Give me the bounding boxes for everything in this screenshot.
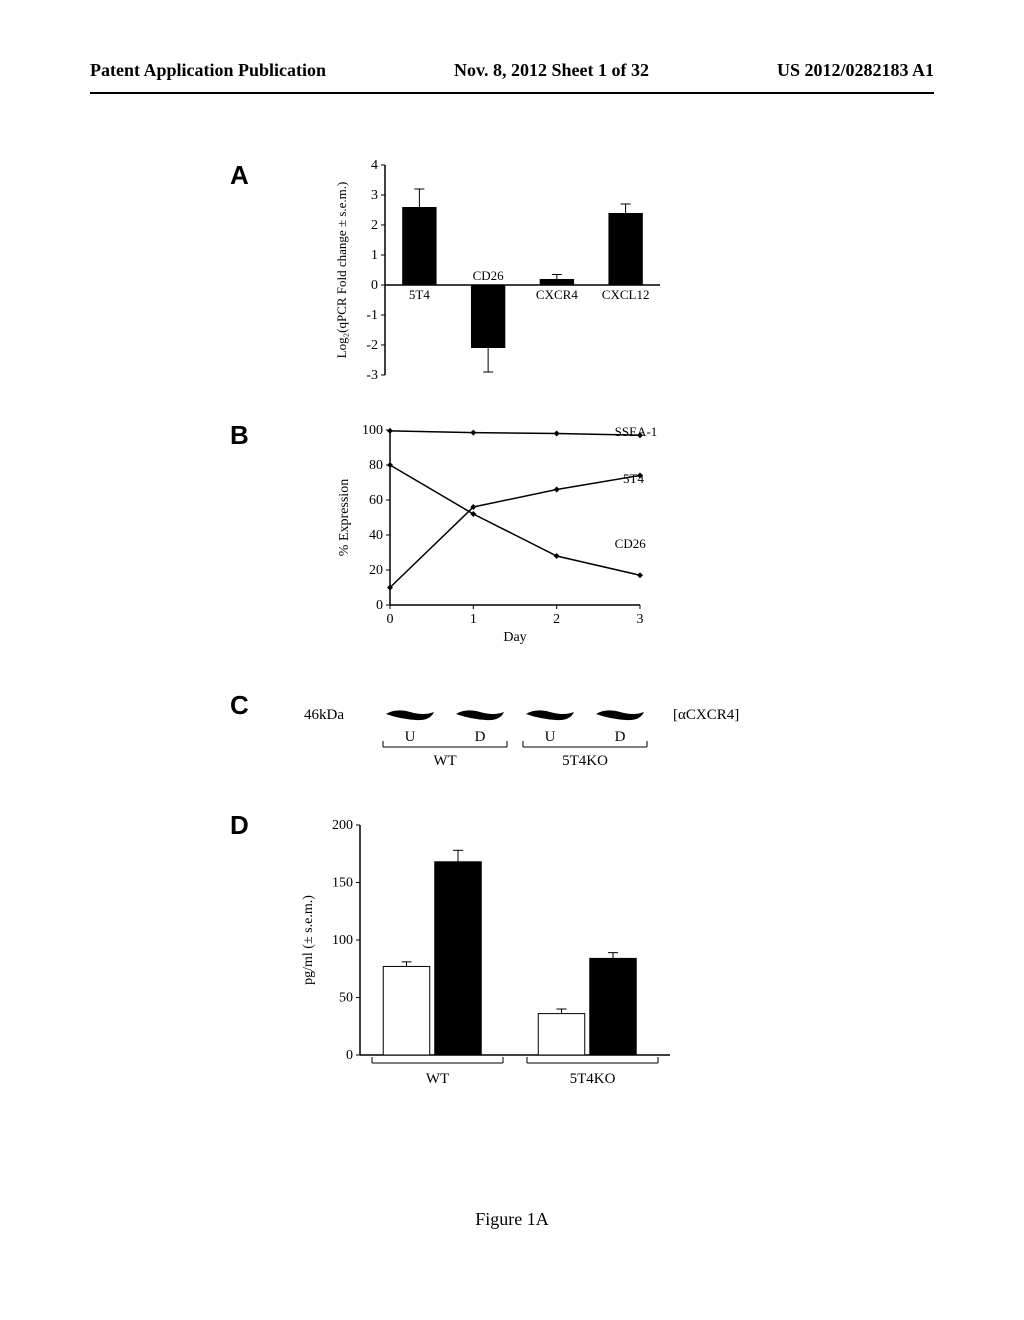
svg-text:5T4: 5T4	[623, 471, 644, 486]
svg-text:5T4KO: 5T4KO	[562, 753, 608, 769]
svg-text:2: 2	[371, 218, 378, 233]
svg-text:D: D	[475, 729, 486, 745]
panel-a-label: A	[230, 160, 249, 191]
panel-a-chart: -3 -2 -1 0 1 2 3 4 Log₂(qPCR Fold change ± s.e.m…	[330, 155, 670, 385]
svg-text:WT: WT	[433, 753, 456, 769]
header-left: Patent Application Publication	[90, 60, 326, 81]
panel-c-label: C	[230, 690, 249, 721]
panel-c-blot: 46kDa [αCXCR4] U D U D WT 5T4KO	[300, 697, 770, 777]
svg-text:pg/ml (± s.e.m.): pg/ml (± s.e.m.)	[301, 895, 316, 985]
svg-text:5T4KO: 5T4KO	[570, 1071, 616, 1087]
svg-text:CXCL12: CXCL12	[602, 287, 650, 302]
figure-caption: Figure 1A	[0, 1209, 1024, 1230]
svg-text:5T4: 5T4	[409, 287, 430, 302]
svg-text:1: 1	[470, 612, 477, 627]
header-rule	[90, 92, 934, 94]
svg-text:80: 80	[369, 458, 383, 473]
svg-text:2: 2	[553, 612, 560, 627]
svg-text:U: U	[405, 729, 416, 745]
svg-text:D: D	[615, 729, 626, 745]
svg-text:0: 0	[387, 612, 394, 627]
svg-text:CD26: CD26	[473, 268, 505, 283]
panel-b-chart: 0 20 40 60 80 100 0 1 2 3 Day % Expression SSEA-1 5T4…	[330, 420, 710, 645]
svg-text:4: 4	[371, 158, 378, 173]
svg-text:20: 20	[369, 563, 383, 578]
svg-text:3: 3	[637, 612, 644, 627]
svg-text:WT: WT	[426, 1071, 449, 1087]
svg-text:100: 100	[332, 933, 353, 948]
panel-b-label: B	[230, 420, 249, 451]
svg-text:40: 40	[369, 528, 383, 543]
svg-text:[αCXCR4]: [αCXCR4]	[673, 707, 739, 723]
page-header: Patent Application Publication Nov. 8, 2…	[0, 60, 1024, 81]
svg-text:1: 1	[371, 248, 378, 263]
svg-text:0: 0	[376, 598, 383, 613]
svg-text:46kDa: 46kDa	[304, 707, 344, 723]
header-center: Nov. 8, 2012 Sheet 1 of 32	[454, 60, 649, 81]
svg-text:-3: -3	[366, 368, 378, 383]
svg-text:50: 50	[339, 991, 353, 1006]
svg-text:SSEA-1: SSEA-1	[615, 424, 658, 439]
svg-text:0: 0	[371, 278, 378, 293]
svg-text:3: 3	[371, 188, 378, 203]
header-right: US 2012/0282183 A1	[777, 60, 934, 81]
svg-text:Day: Day	[503, 630, 526, 645]
svg-text:CD26: CD26	[615, 536, 647, 551]
svg-text:100: 100	[362, 423, 383, 438]
svg-text:0: 0	[346, 1048, 353, 1063]
svg-text:60: 60	[369, 493, 383, 508]
panel-d-chart: 0 50 100 150 200 pg/ml (± s.e.m.) WT 5T4KO	[290, 815, 690, 1095]
svg-text:150: 150	[332, 876, 353, 891]
svg-text:Log₂(qPCR Fold change ± s.e.m.: Log₂(qPCR Fold change ± s.e.m.)	[334, 182, 349, 359]
panel-d-label: D	[230, 810, 249, 841]
svg-text:-1: -1	[366, 308, 378, 323]
svg-text:% Expression: % Expression	[337, 479, 352, 556]
svg-text:U: U	[545, 729, 556, 745]
svg-text:CXCR4: CXCR4	[536, 287, 578, 302]
svg-text:200: 200	[332, 818, 353, 833]
svg-text:-2: -2	[366, 338, 378, 353]
